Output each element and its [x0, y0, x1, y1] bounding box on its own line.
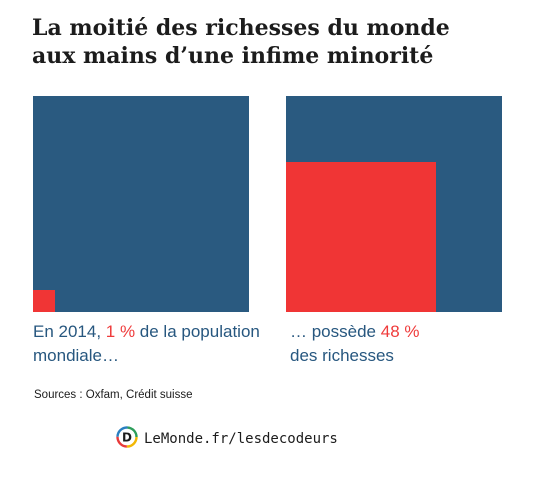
wealth-square — [286, 96, 502, 312]
wealth-caption-highlight: 48 % — [380, 322, 420, 341]
population-share-square — [33, 290, 55, 312]
population-caption-highlight: 1 % — [105, 322, 136, 341]
brand-footer: D LeMonde.fr/lesdecodeurs — [116, 425, 338, 453]
chart-title-line-1: La moitié des richesses du monde — [32, 15, 450, 41]
decodeurs-logo-icon: D — [116, 425, 138, 453]
population-caption: En 2014, 1 % de la population mondiale… — [33, 320, 263, 368]
chart-title-line-2: aux mains d’une infime minorité — [32, 43, 434, 69]
wealth-share-square — [286, 162, 436, 312]
wealth-caption: … possède 48 % des richesses — [290, 320, 520, 368]
brand-url: LeMonde.fr/lesdecodeurs — [144, 431, 338, 447]
source-note: Sources : Oxfam, Crédit suisse — [34, 389, 193, 401]
population-caption-after: de la population mondiale… — [33, 322, 260, 365]
svg-text:D: D — [122, 430, 132, 444]
chart-title: La moitié des richesses du monde aux mai… — [32, 14, 512, 70]
wealth-caption-after: des richesses — [290, 346, 394, 365]
wealth-caption-before: … possède — [290, 322, 381, 341]
population-square — [33, 96, 249, 312]
population-caption-before: En 2014, — [33, 322, 106, 341]
population-total-square — [33, 96, 249, 312]
